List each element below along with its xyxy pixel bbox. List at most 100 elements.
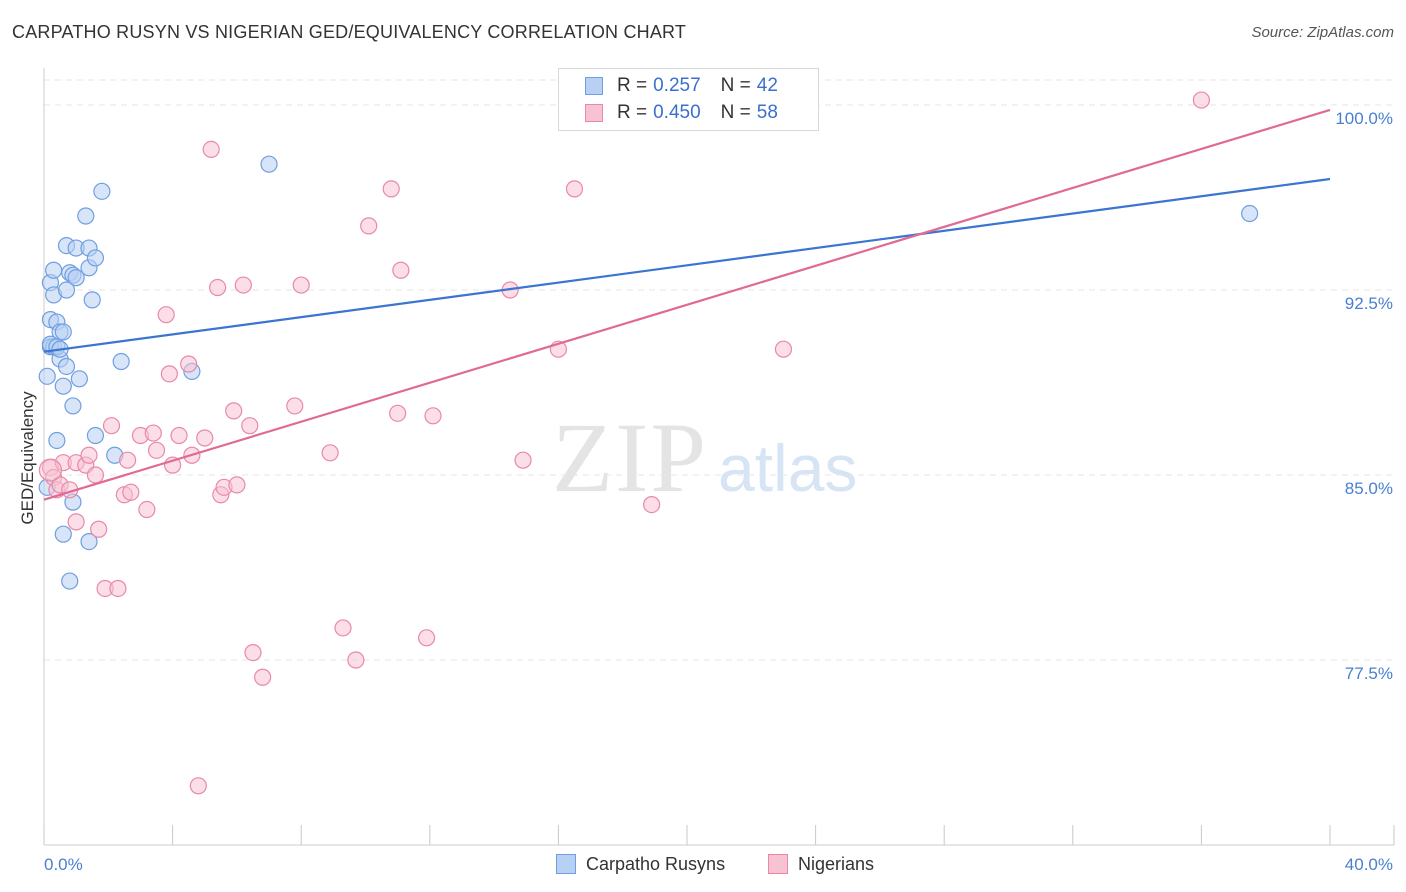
legend-n-value: 58 — [756, 102, 778, 123]
point-nigerian — [254, 668, 272, 686]
point-nigerian — [389, 404, 407, 422]
point-nigerian — [180, 355, 198, 373]
series-swatch-blue — [556, 854, 576, 874]
point-nigerian — [514, 451, 532, 469]
series-legend-nigerians: Nigerians — [768, 852, 874, 876]
data-points — [38, 91, 1259, 795]
x-tick-label: 0.0% — [44, 855, 83, 874]
chart-title: CARPATHO RUSYN VS NIGERIAN GED/EQUIVALEN… — [12, 22, 687, 42]
point-nigerian — [225, 402, 243, 420]
point-carpatho-rusyn — [64, 397, 82, 415]
point-nigerian — [347, 651, 365, 669]
point-nigerian — [90, 520, 108, 538]
legend-r-label: R = — [617, 102, 648, 123]
y-axis-label: GED/Equivalency — [18, 391, 37, 525]
point-carpatho-rusyn — [77, 207, 95, 225]
point-carpatho-rusyn — [86, 249, 105, 267]
point-carpatho-rusyn — [45, 261, 63, 279]
point-nigerian — [86, 466, 105, 484]
point-nigerian — [244, 643, 262, 662]
legend-swatch-pink — [585, 104, 603, 122]
point-nigerian — [565, 180, 584, 198]
point-nigerian — [334, 619, 352, 637]
point-nigerian — [38, 458, 63, 482]
legend-n-label: N = — [720, 75, 751, 96]
point-carpatho-rusyn — [83, 291, 101, 309]
point-carpatho-rusyn — [93, 182, 111, 200]
series-legend-carpatho-rusyns: Carpatho Rusyns — [556, 852, 725, 876]
point-carpatho-rusyn — [48, 431, 66, 450]
point-carpatho-rusyn — [86, 426, 105, 445]
grid-lines — [44, 79, 1394, 661]
point-nigerian — [160, 365, 178, 383]
point-nigerian — [67, 513, 85, 531]
point-nigerian — [321, 444, 339, 462]
point-carpatho-rusyn — [67, 269, 85, 287]
point-carpatho-rusyn — [54, 323, 72, 341]
point-carpatho-rusyn — [54, 377, 72, 395]
trendlines — [43, 108, 1331, 501]
point-nigerian — [138, 500, 156, 519]
point-nigerian — [122, 483, 140, 501]
point-nigerian — [102, 417, 121, 435]
watermark-zip: ZIP — [552, 402, 708, 513]
x-tick-label: 40.0% — [1345, 855, 1393, 874]
legend-r-label: R = — [617, 75, 648, 96]
point-nigerian — [196, 429, 214, 447]
point-nigerian — [774, 340, 793, 358]
axes — [43, 68, 1395, 846]
point-carpatho-rusyn — [61, 572, 79, 590]
legend-r-value: 0.450 — [653, 102, 701, 123]
series-swatch-pink — [768, 854, 788, 874]
point-nigerian — [157, 306, 175, 324]
correlation-legend: R = 0.257 N = 42 R = 0.450 N = 58 — [558, 68, 819, 131]
legend-row-nigerians: R = 0.450 N = 58 — [585, 102, 778, 124]
trendline-nigerians — [43, 108, 1331, 501]
point-nigerian — [360, 217, 378, 235]
point-carpatho-rusyn — [38, 367, 56, 385]
series-name: Nigerians — [798, 853, 875, 874]
point-carpatho-rusyn — [112, 352, 130, 371]
point-carpatho-rusyn — [80, 532, 98, 551]
watermark-atlas: atlas — [718, 431, 858, 505]
point-nigerian — [234, 276, 252, 294]
point-nigerian — [170, 426, 188, 445]
series-name: Carpatho Rusyns — [586, 853, 726, 874]
point-carpatho-rusyn — [54, 525, 72, 543]
point-nigerian — [144, 424, 162, 442]
legend-n-label: N = — [720, 102, 751, 123]
tick-labels: 77.5% 85.0% 92.5% 100.0% 0.0% 40.0% — [44, 109, 1393, 874]
point-nigerian — [417, 629, 436, 647]
point-nigerian — [1192, 91, 1211, 109]
point-carpatho-rusyn — [57, 281, 76, 299]
chart-source: Source: ZipAtlas.com — [1251, 24, 1394, 41]
point-nigerian — [202, 140, 220, 158]
point-carpatho-rusyn — [1241, 204, 1259, 223]
point-nigerian — [80, 446, 98, 464]
point-nigerian — [392, 261, 410, 279]
y-tick-label: 77.5% — [1345, 664, 1393, 683]
y-tick-label: 92.5% — [1345, 294, 1393, 313]
trendline-carpatho-rusyns — [43, 177, 1331, 353]
point-nigerian — [147, 441, 166, 459]
point-carpatho-rusyn — [260, 155, 278, 173]
y-tick-label: 100.0% — [1335, 109, 1393, 128]
point-nigerian — [109, 579, 127, 598]
point-nigerian — [286, 397, 304, 415]
point-nigerian — [424, 407, 442, 425]
y-tick-label: 85.0% — [1345, 479, 1393, 498]
point-carpatho-rusyn — [70, 370, 88, 388]
point-nigerian — [292, 276, 310, 294]
point-carpatho-rusyn — [57, 357, 76, 376]
point-nigerian — [228, 476, 246, 494]
legend-r-value: 0.257 — [653, 75, 701, 96]
point-nigerian — [241, 417, 259, 435]
point-nigerian — [643, 496, 661, 514]
point-nigerian — [382, 180, 400, 198]
point-nigerian — [209, 278, 227, 297]
legend-swatch-blue — [585, 77, 603, 95]
point-nigerian — [118, 451, 137, 469]
legend-row-carpatho-rusyns: R = 0.257 N = 42 — [585, 75, 778, 97]
point-nigerian — [189, 777, 207, 795]
